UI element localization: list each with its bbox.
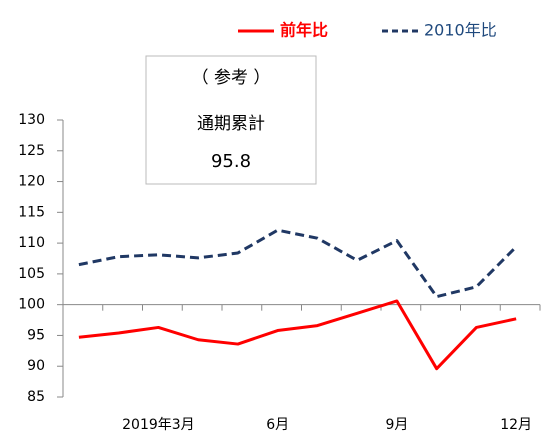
x-tick-label: 6月 (266, 417, 289, 433)
y-tick-label: 115 (18, 204, 45, 220)
annotation-box (145, 55, 317, 185)
y-tick-label: 110 (18, 235, 45, 251)
y-tick-label: 130 (18, 112, 45, 128)
series-line (78, 228, 518, 299)
x-tick-label: 2019年3月 (122, 417, 195, 433)
y-tick-label: 90 (27, 358, 45, 374)
y-tick-label: 120 (18, 174, 45, 190)
y-tick-label: 95 (27, 327, 45, 343)
x-tick-label: 12月 (500, 417, 532, 433)
legend-label: 2010年比 (424, 21, 497, 40)
y-tick-label: 105 (18, 266, 45, 282)
annotation-value: 95.8 (211, 151, 251, 172)
x-tick-label: 9月 (385, 417, 408, 433)
annotation-label: 通期累計 (197, 114, 265, 134)
series-line (78, 299, 517, 371)
legend-label: 前年比 (280, 21, 328, 40)
annotation-heading: （ 参考 ） (192, 68, 271, 88)
y-tick-label: 100 (18, 297, 45, 313)
y-tick-label: 125 (18, 143, 45, 159)
y-tick-label: 85 (27, 389, 45, 405)
